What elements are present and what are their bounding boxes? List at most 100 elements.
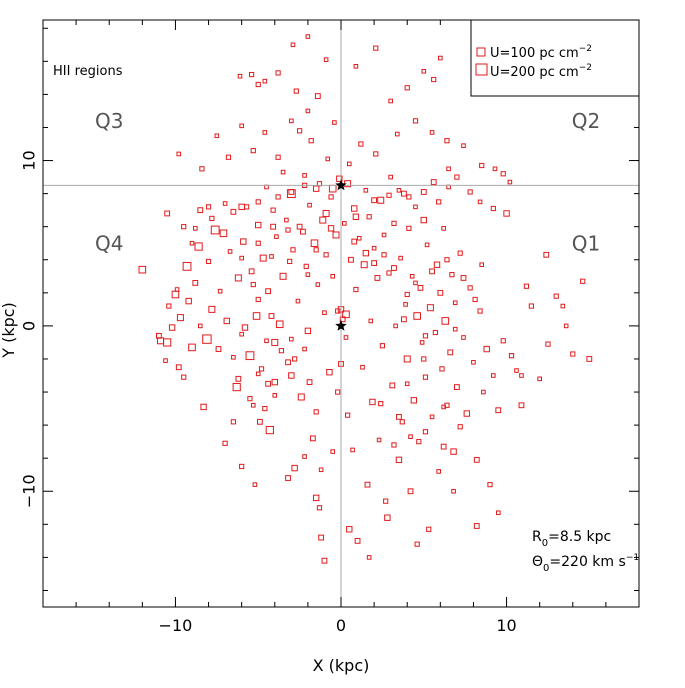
- data-point: [288, 189, 295, 195]
- data-point: [271, 378, 278, 386]
- data-point: [303, 263, 309, 269]
- data-point: [322, 310, 327, 315]
- data-point: [426, 526, 432, 532]
- data-point: [404, 381, 410, 387]
- data-point: [193, 226, 198, 231]
- data-point: [174, 287, 180, 292]
- data-point: [360, 364, 365, 370]
- data-point: [234, 274, 242, 282]
- data-point: [350, 447, 355, 453]
- data-point: [404, 291, 410, 298]
- data-point: [479, 162, 485, 169]
- legend-label-1-sup: −2: [579, 44, 592, 54]
- data-point: [285, 475, 291, 481]
- data-point: [523, 283, 530, 289]
- data-point: [371, 260, 378, 266]
- data-point: [360, 261, 368, 269]
- data-point: [181, 224, 187, 230]
- data-point: [171, 290, 180, 299]
- legend-label-2-sup: −2: [579, 63, 592, 73]
- data-point: [436, 199, 442, 205]
- data-point: [264, 338, 269, 344]
- quadrant-labels: Q1 Q2 Q3 Q4: [95, 109, 600, 255]
- data-point: [255, 371, 261, 377]
- data-point: [163, 358, 168, 363]
- data-point: [307, 202, 312, 208]
- legend-label-2-text: U=200 pc cm: [490, 65, 579, 80]
- data-point: [407, 488, 414, 495]
- chart-title: HII regions: [53, 64, 123, 79]
- data-point: [371, 245, 377, 251]
- data-point: [166, 303, 172, 309]
- data-point: [272, 393, 278, 398]
- data-point: [352, 213, 360, 220]
- theta0-subscript: 0: [543, 563, 549, 574]
- data-point: [262, 78, 268, 84]
- data-point: [219, 229, 228, 238]
- data-point: [205, 258, 212, 265]
- data-point: [391, 220, 397, 226]
- data-point: [255, 81, 261, 88]
- data-point: [507, 179, 513, 185]
- data-point: [342, 221, 347, 226]
- data-point: [519, 373, 524, 378]
- data-point: [168, 324, 176, 331]
- data-point: [429, 130, 435, 135]
- data-point: [391, 442, 397, 448]
- data-point: [285, 359, 291, 366]
- data-point: [364, 481, 371, 488]
- data-point: [433, 261, 441, 268]
- data-point: [339, 316, 346, 323]
- data-point: [265, 380, 272, 387]
- data-point: [279, 272, 287, 280]
- data-point: [454, 174, 460, 180]
- data-point: [239, 331, 244, 337]
- data-point: [247, 396, 253, 402]
- data-point: [449, 272, 455, 278]
- data-point: [322, 209, 330, 217]
- data-point: [389, 382, 396, 389]
- data-point: [495, 407, 502, 414]
- data-point: [271, 338, 279, 346]
- data-point: [290, 247, 296, 253]
- data-point: [463, 410, 471, 417]
- data-point: [175, 364, 182, 371]
- data-point: [262, 405, 268, 412]
- data-point: [403, 355, 411, 363]
- data-point: [268, 313, 275, 319]
- data-point: [416, 439, 422, 445]
- data-point: [537, 376, 542, 382]
- data-point: [313, 247, 319, 253]
- data-point: [285, 227, 291, 233]
- legend-label-2: U=200 pc cm−2: [490, 63, 592, 80]
- legend-label-1-text: U=100 pc cm: [490, 46, 579, 61]
- data-point: [430, 179, 437, 185]
- data-point: [274, 234, 279, 239]
- data-point: [413, 312, 421, 320]
- data-point: [328, 194, 334, 200]
- data-point: [239, 255, 244, 261]
- data-point: [188, 343, 196, 352]
- data-point: [302, 454, 307, 459]
- data-point: [373, 151, 379, 157]
- y-tick-label: −10: [20, 474, 39, 508]
- data-point: [275, 320, 284, 329]
- tick-labels: −10 0 10 −10 0 10: [20, 150, 517, 635]
- r0-annotation: R0=8.5 kpc: [532, 529, 611, 549]
- data-point: [371, 197, 378, 204]
- data-point: [580, 278, 586, 284]
- data-point: [323, 252, 329, 258]
- data-point: [232, 382, 241, 392]
- data-point: [305, 34, 311, 39]
- data-point: [419, 340, 425, 345]
- r0-subscript: 0: [542, 538, 548, 549]
- quadrant-label: Q4: [95, 231, 123, 255]
- data-point: [296, 223, 303, 230]
- data-point: [451, 488, 456, 494]
- data-point: [563, 323, 569, 329]
- data-point: [217, 288, 223, 294]
- legend-box: [470, 19, 640, 97]
- data-point: [214, 133, 220, 139]
- data-point: [413, 204, 418, 210]
